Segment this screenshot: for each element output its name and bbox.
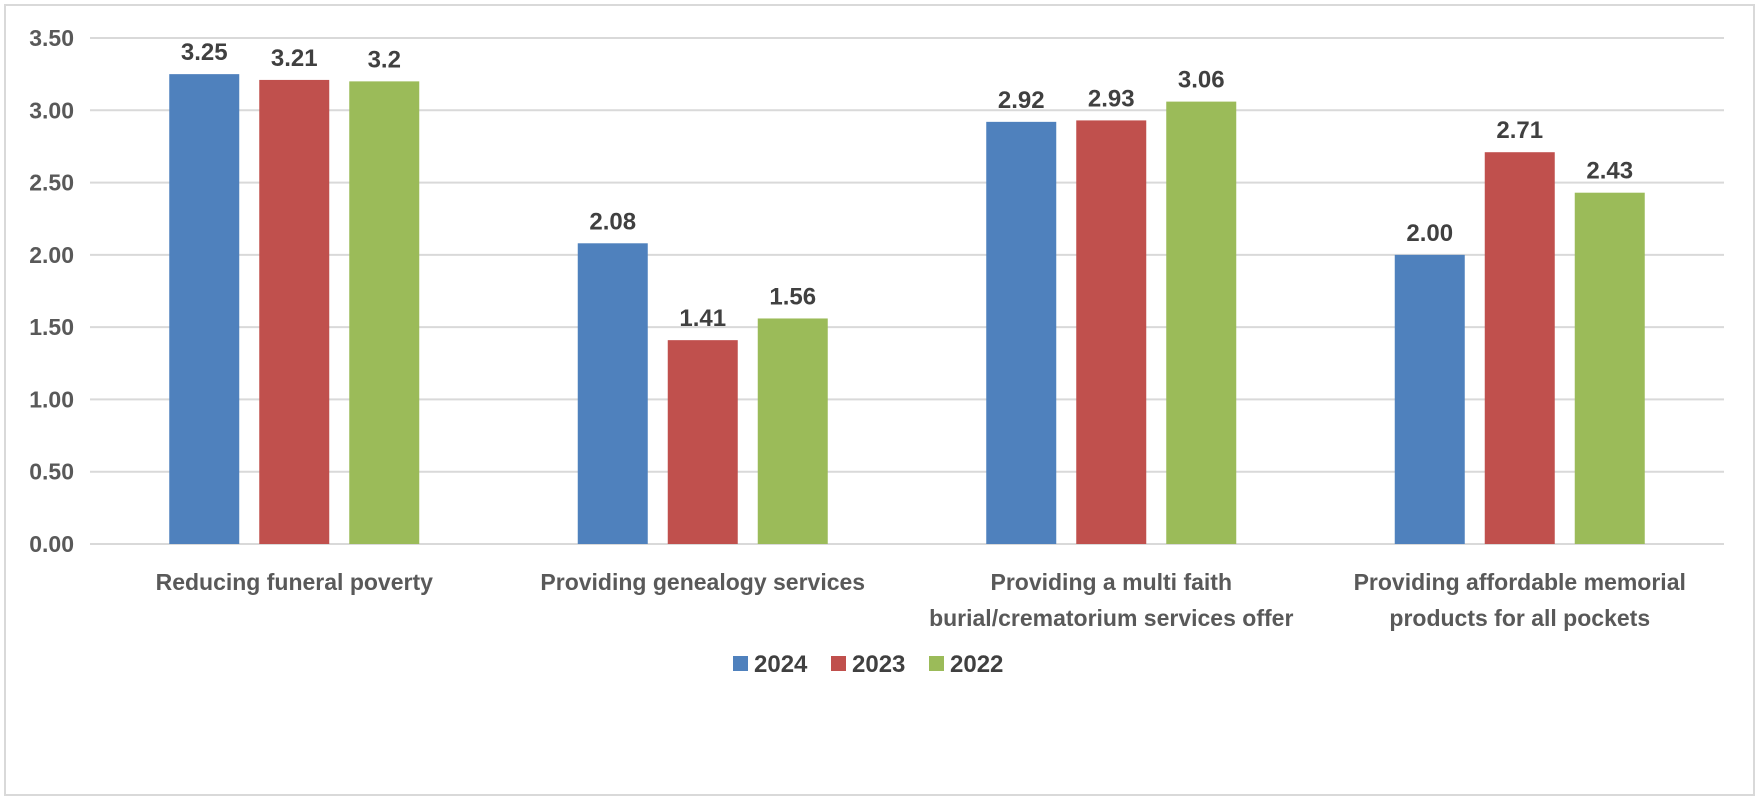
category-label: Providing genealogy services xyxy=(540,569,865,595)
bar-2023 xyxy=(1076,120,1147,545)
legend-swatch-2023 xyxy=(831,656,846,671)
data-label: 3.21 xyxy=(271,45,318,72)
data-label: 2.00 xyxy=(1406,220,1453,247)
bar-2024 xyxy=(577,243,648,544)
bar-2022 xyxy=(349,81,420,544)
category-label: burial/crematorium services offer xyxy=(929,605,1293,631)
y-tick-label: 0.50 xyxy=(29,459,74,485)
bar-2023 xyxy=(259,79,330,544)
data-label: 3.2 xyxy=(368,46,401,73)
y-tick-label: 1.00 xyxy=(29,386,74,412)
bar-2024 xyxy=(986,121,1057,544)
y-tick-label: 2.50 xyxy=(29,170,74,196)
y-tick-label: 0.00 xyxy=(29,531,74,557)
bar-2022 xyxy=(757,318,828,544)
data-label: 3.06 xyxy=(1178,67,1225,94)
legend-label: 2022 xyxy=(950,651,1003,678)
y-tick-label: 3.00 xyxy=(29,97,74,123)
category-label: Providing affordable memorial xyxy=(1354,569,1686,595)
data-label: 1.41 xyxy=(679,305,726,332)
data-label: 2.93 xyxy=(1088,85,1135,112)
legend-swatch-2024 xyxy=(733,656,748,671)
data-label: 2.43 xyxy=(1586,158,1633,185)
bar-2024 xyxy=(1394,254,1465,544)
data-label: 3.25 xyxy=(181,39,228,66)
y-tick-label: 2.00 xyxy=(29,242,74,268)
data-label: 1.56 xyxy=(769,283,816,310)
category-label: Providing a multi faith xyxy=(990,569,1232,595)
bar-2024 xyxy=(169,74,240,545)
data-label: 2.92 xyxy=(998,87,1045,114)
bar-2023 xyxy=(667,340,738,544)
bar-2022 xyxy=(1574,192,1645,545)
category-label: products for all pockets xyxy=(1389,605,1650,631)
data-label: 2.08 xyxy=(589,208,636,235)
category-label: Reducing funeral poverty xyxy=(156,569,434,595)
bar-2023 xyxy=(1484,152,1555,544)
y-tick-label: 1.50 xyxy=(29,314,74,340)
data-label: 2.71 xyxy=(1496,117,1543,144)
bar-2022 xyxy=(1166,101,1237,545)
y-tick-label: 3.50 xyxy=(29,25,74,51)
legend-label: 2023 xyxy=(852,651,905,678)
legend-swatch-2022 xyxy=(929,656,944,671)
legend-label: 2024 xyxy=(754,651,808,678)
